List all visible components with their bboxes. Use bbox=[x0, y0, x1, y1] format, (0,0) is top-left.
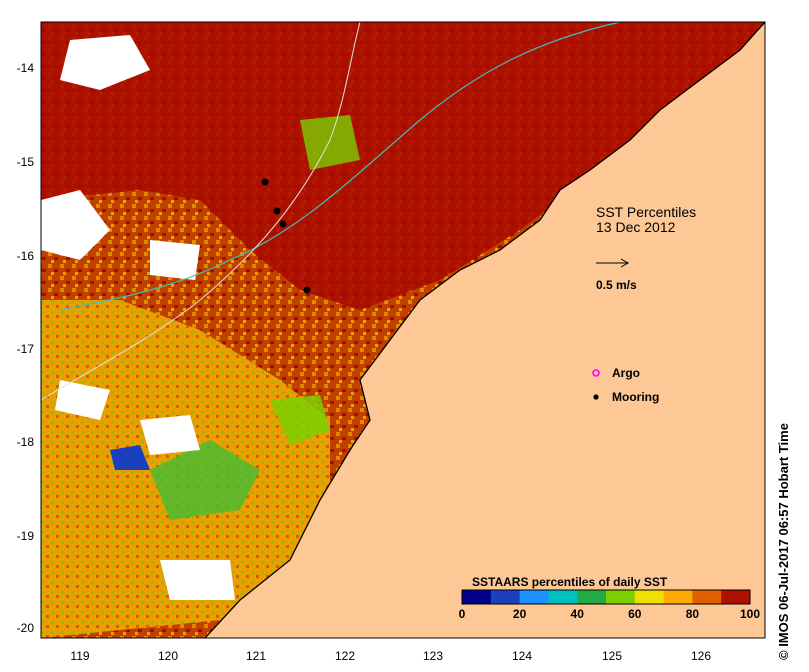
velocity-scale-label: 0.5 m/s bbox=[596, 278, 637, 292]
colorbar-title: SSTAARS percentiles of daily SST bbox=[472, 575, 668, 589]
legend-mooring-label: Mooring bbox=[612, 390, 659, 404]
colorbar-tick-label: 40 bbox=[571, 607, 585, 621]
lat-tick-label: -15 bbox=[17, 155, 35, 169]
colorbar-cell bbox=[692, 590, 722, 604]
colorbar: SSTAARS percentiles of daily SST 0 20 40 60… bbox=[459, 575, 761, 621]
mooring-marker-icon bbox=[593, 394, 599, 400]
lon-tick-label: 121 bbox=[246, 649, 266, 663]
lon-tick-label: 123 bbox=[423, 649, 443, 663]
colorbar-cell bbox=[663, 590, 693, 604]
lat-tick-label: -19 bbox=[17, 529, 35, 543]
lon-tick-label: 119 bbox=[70, 649, 89, 663]
colorbar-tick-label: 0 bbox=[459, 607, 466, 621]
colorbar-tick-label: 100 bbox=[740, 607, 760, 621]
coastline bbox=[204, 22, 765, 638]
colorbar-cell bbox=[519, 590, 549, 604]
legend-argo-label: Argo bbox=[612, 366, 640, 380]
lon-tick-label: 122 bbox=[335, 649, 355, 663]
colorbar-cell bbox=[721, 590, 751, 604]
lat-tick-label: -17 bbox=[17, 342, 35, 356]
mooring-marker bbox=[279, 220, 287, 228]
lon-tick-label: 120 bbox=[158, 649, 178, 663]
lon-tick-label: 124 bbox=[512, 649, 532, 663]
mooring-marker bbox=[261, 178, 269, 186]
lon-tick-label: 126 bbox=[691, 649, 711, 663]
lat-tick-label: -20 bbox=[17, 621, 35, 635]
lat-tick-label: -18 bbox=[17, 435, 35, 449]
lat-ticks: -14 -15 -16 -17 -18 -19 -20 bbox=[17, 61, 35, 635]
colorbar-tick-label: 80 bbox=[686, 607, 700, 621]
colorbar-cell bbox=[577, 590, 607, 604]
argo-marker-icon bbox=[592, 369, 600, 377]
imos-credit: © IMOS 06-Jul-2017 06:57 Hobart Time bbox=[776, 423, 791, 660]
velocity-scale-arrow-icon bbox=[596, 258, 630, 268]
lon-tick-label: 125 bbox=[602, 649, 622, 663]
lat-tick-label: -14 bbox=[17, 61, 35, 75]
colorbar-cell bbox=[606, 590, 636, 604]
lon-ticks: 119 120 121 122 123 124 125 126 bbox=[70, 649, 711, 663]
colorbar-cell bbox=[462, 590, 492, 604]
mooring-marker bbox=[273, 207, 281, 215]
map-title: SST Percentiles bbox=[596, 204, 696, 220]
colorbar-tick-label: 20 bbox=[513, 607, 527, 621]
land-mass bbox=[205, 22, 765, 638]
map-date: 13 Dec 2012 bbox=[596, 219, 676, 235]
colorbar-cell bbox=[548, 590, 578, 604]
mooring-marker bbox=[303, 286, 311, 294]
lat-tick-label: -16 bbox=[17, 249, 35, 263]
sst-field bbox=[41, 22, 765, 638]
plot-frame bbox=[40, 21, 766, 639]
colorbar-tick-label: 60 bbox=[628, 607, 642, 621]
colorbar-cell bbox=[490, 590, 521, 604]
mooring-markers bbox=[261, 178, 311, 294]
colorbar-cell bbox=[634, 590, 665, 604]
